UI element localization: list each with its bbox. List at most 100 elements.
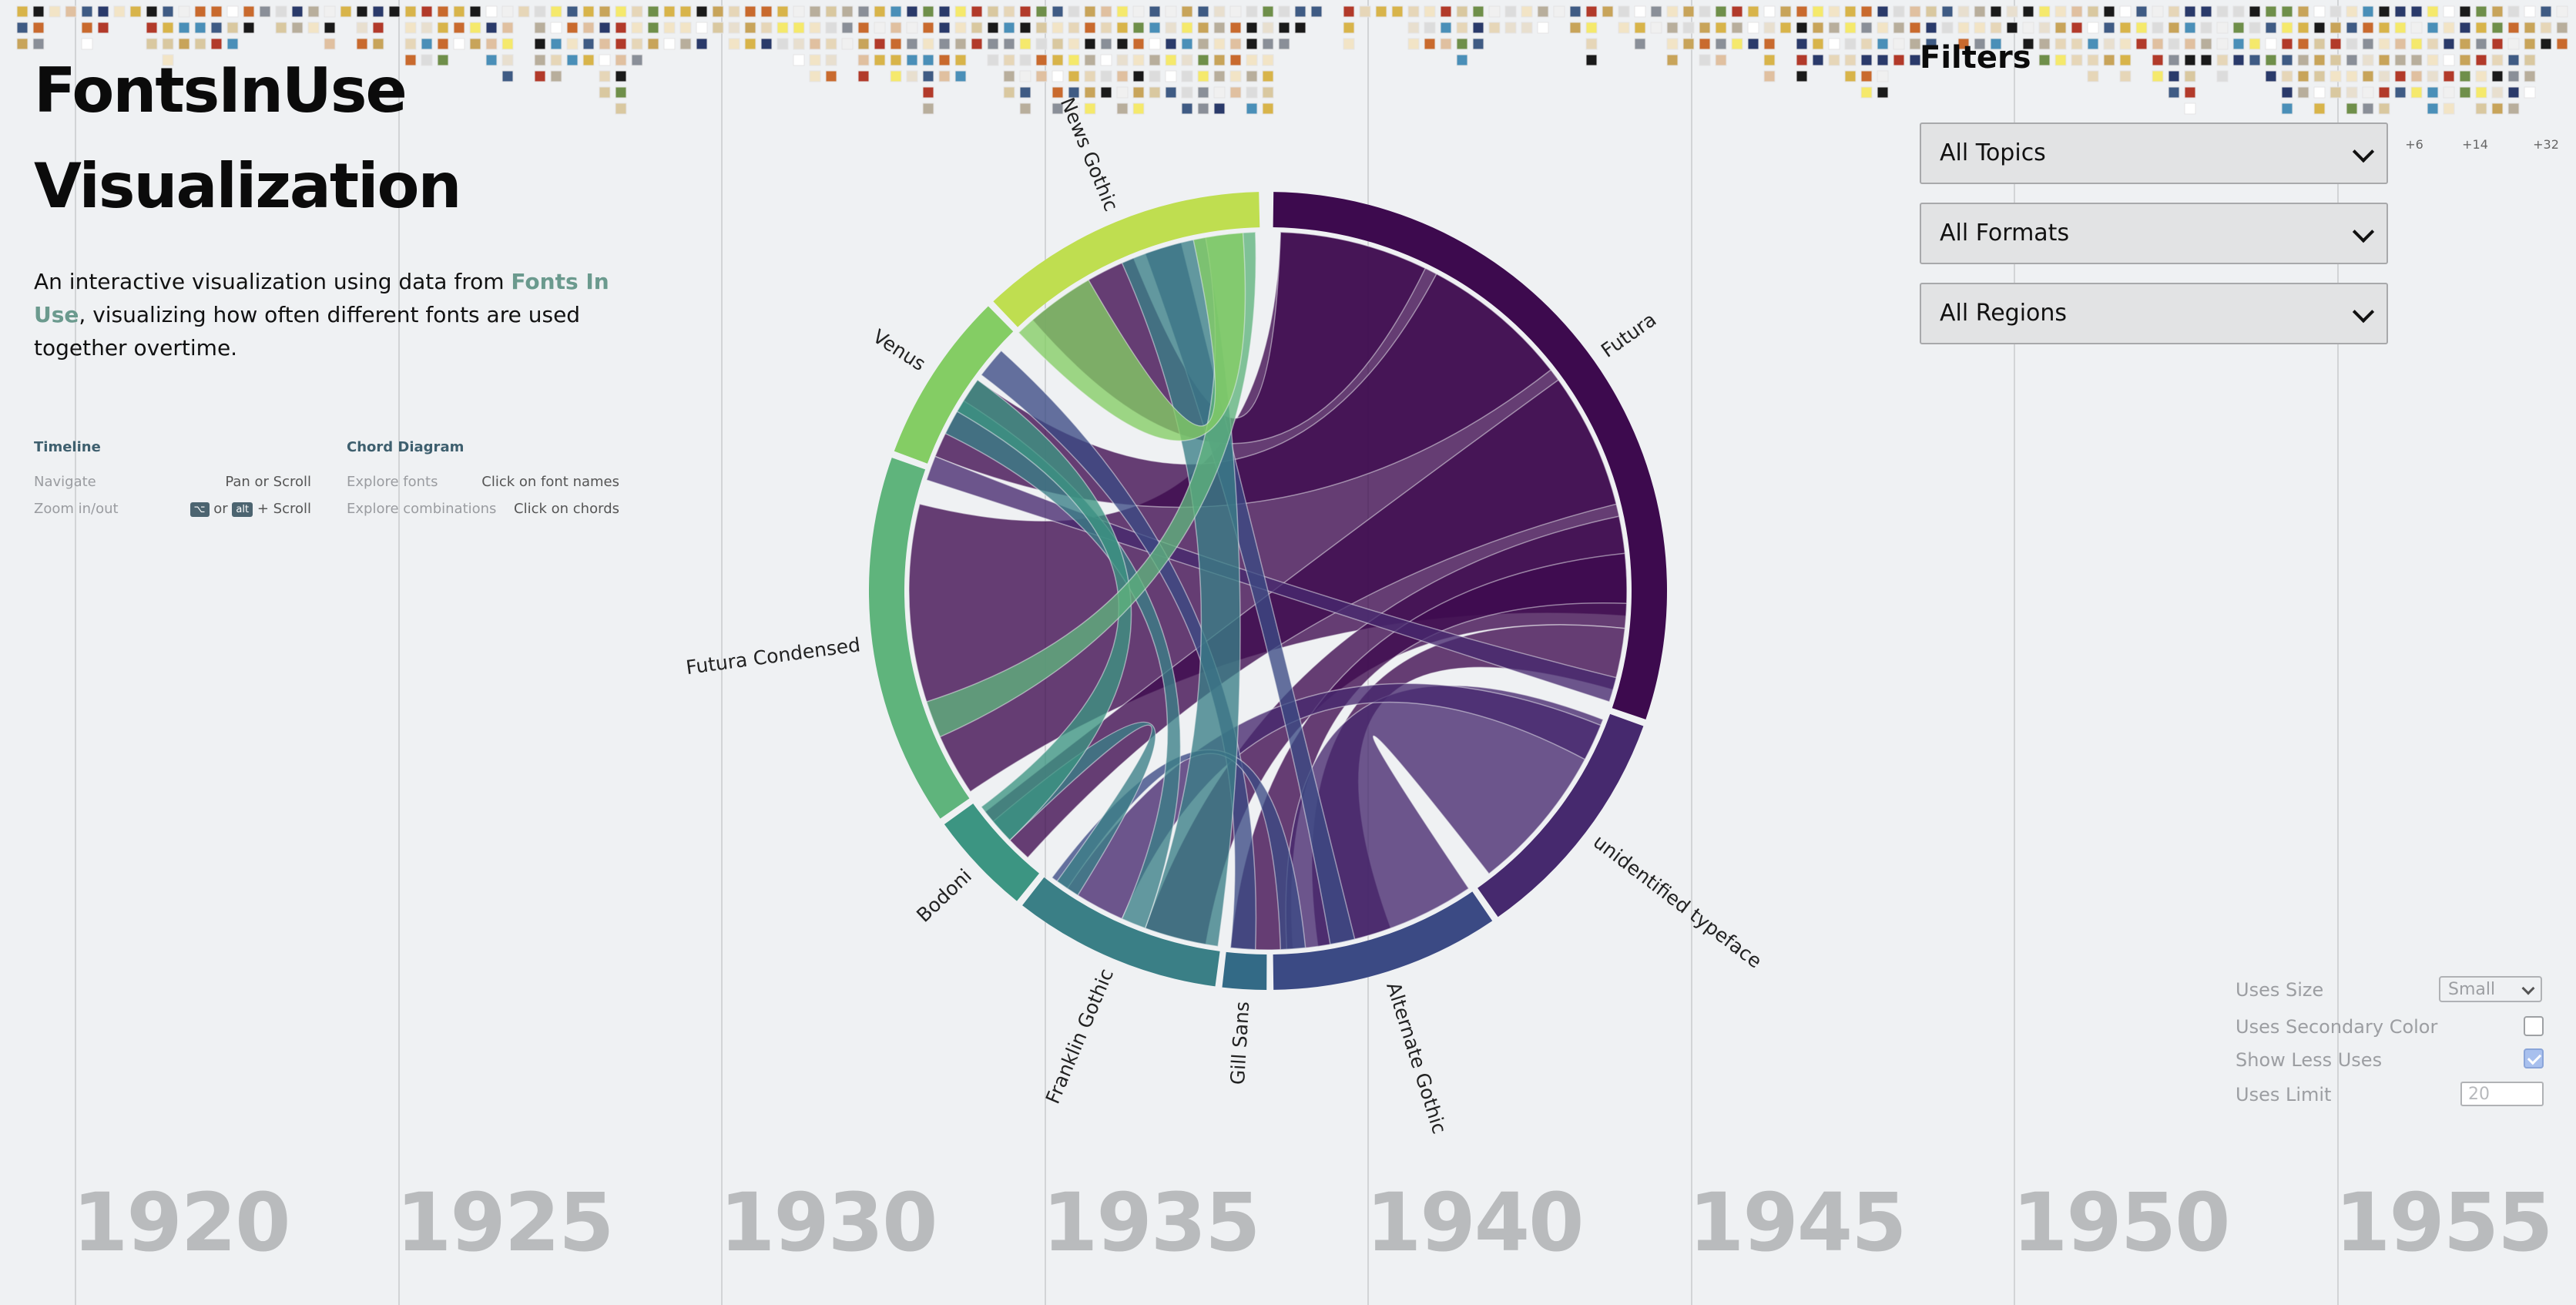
usage-swatch[interactable] xyxy=(1084,70,1096,82)
usage-swatch[interactable] xyxy=(1860,86,1873,99)
usage-swatch[interactable] xyxy=(1715,54,1727,66)
usage-swatch[interactable] xyxy=(1828,22,1840,34)
usage-swatch[interactable] xyxy=(954,38,967,50)
usage-swatch[interactable] xyxy=(1990,5,2002,18)
usage-swatch[interactable] xyxy=(1068,5,1080,18)
usage-swatch[interactable] xyxy=(1731,5,1743,18)
usage-swatch[interactable] xyxy=(679,22,692,34)
usage-swatch[interactable] xyxy=(1068,70,1080,82)
usage-swatch[interactable] xyxy=(1116,54,1129,66)
usage-swatch[interactable] xyxy=(2459,86,2471,99)
usage-swatch[interactable] xyxy=(1844,5,1857,18)
usage-swatch[interactable] xyxy=(1440,38,1452,50)
usage-swatch[interactable] xyxy=(2507,22,2520,34)
usage-swatch[interactable] xyxy=(194,38,206,50)
usage-swatch[interactable] xyxy=(16,5,29,18)
usage-swatch[interactable] xyxy=(631,54,643,66)
usage-swatch[interactable] xyxy=(2362,86,2374,99)
usage-swatch[interactable] xyxy=(1812,5,1824,18)
usage-swatch[interactable] xyxy=(1569,5,1581,18)
usage-swatch[interactable] xyxy=(1375,5,1387,18)
usage-swatch[interactable] xyxy=(663,38,676,50)
usage-swatch[interactable] xyxy=(1909,22,1921,34)
usage-swatch[interactable] xyxy=(1699,38,1711,50)
usage-swatch[interactable] xyxy=(1003,54,1015,66)
usage-swatch[interactable] xyxy=(2184,38,2196,50)
usage-swatch[interactable] xyxy=(1456,22,1468,34)
usage-swatch[interactable] xyxy=(1925,22,1937,34)
usage-swatch[interactable] xyxy=(1246,86,1258,99)
usage-swatch[interactable] xyxy=(2313,38,2326,50)
usage-swatch[interactable] xyxy=(1666,22,1679,34)
usage-swatch[interactable] xyxy=(2216,38,2229,50)
usage-swatch[interactable] xyxy=(1019,5,1031,18)
usage-swatch[interactable] xyxy=(2362,38,2374,50)
usage-swatch[interactable] xyxy=(1488,22,1501,34)
usage-swatch[interactable] xyxy=(1618,22,1630,34)
chord[interactable] xyxy=(956,379,1132,841)
usage-swatch[interactable] xyxy=(2022,38,2034,50)
usage-swatch[interactable] xyxy=(1262,70,1274,82)
usage-swatch[interactable] xyxy=(1068,86,1080,99)
usage-swatch[interactable] xyxy=(1763,54,1776,66)
usage-swatch[interactable] xyxy=(631,5,643,18)
usage-swatch[interactable] xyxy=(857,5,870,18)
usage-swatch[interactable] xyxy=(1699,5,1711,18)
usage-swatch[interactable] xyxy=(2249,5,2261,18)
usage-swatch[interactable] xyxy=(16,22,29,34)
usage-swatch[interactable] xyxy=(857,54,870,66)
usage-swatch[interactable] xyxy=(647,38,659,50)
font-arc-futura[interactable] xyxy=(1273,192,1668,720)
usage-swatch[interactable] xyxy=(1763,38,1776,50)
usage-swatch[interactable] xyxy=(2038,38,2051,50)
usage-swatch[interactable] xyxy=(1149,86,1161,99)
usage-swatch[interactable] xyxy=(2507,102,2520,115)
usage-swatch[interactable] xyxy=(696,22,708,34)
usage-swatch[interactable] xyxy=(2168,38,2180,50)
usage-swatch[interactable] xyxy=(1796,22,1808,34)
usage-swatch[interactable] xyxy=(2475,70,2487,82)
usage-swatch[interactable] xyxy=(1213,54,1226,66)
usage-swatch[interactable] xyxy=(2281,102,2293,115)
usage-swatch[interactable] xyxy=(437,38,449,50)
usage-swatch[interactable] xyxy=(2152,38,2164,50)
usage-swatch[interactable] xyxy=(388,5,401,18)
usage-swatch[interactable] xyxy=(2556,38,2568,50)
usage-swatch[interactable] xyxy=(2103,38,2115,50)
usage-swatch[interactable] xyxy=(906,38,918,50)
usage-swatches[interactable] xyxy=(16,5,2568,115)
usage-swatch[interactable] xyxy=(1877,22,1889,34)
usage-swatch[interactable] xyxy=(2071,5,2083,18)
usage-swatch[interactable] xyxy=(874,5,886,18)
usage-swatch[interactable] xyxy=(1877,38,1889,50)
usage-swatch[interactable] xyxy=(938,5,951,18)
usage-swatch[interactable] xyxy=(615,22,627,34)
usage-swatch[interactable] xyxy=(534,38,546,50)
usage-swatch[interactable] xyxy=(437,5,449,18)
usage-swatch[interactable] xyxy=(2427,54,2439,66)
chord[interactable] xyxy=(984,379,1618,859)
usage-swatch[interactable] xyxy=(1068,54,1080,66)
usage-swatch[interactable] xyxy=(1294,5,1306,18)
usage-swatch[interactable] xyxy=(1860,5,1873,18)
usage-swatch[interactable] xyxy=(2281,5,2293,18)
usage-swatch[interactable] xyxy=(1634,22,1646,34)
usage-swatch[interactable] xyxy=(2378,5,2390,18)
usage-swatch[interactable] xyxy=(2200,5,2212,18)
usage-swatch[interactable] xyxy=(2119,38,2132,50)
more-uses-count[interactable]: +6 xyxy=(2405,137,2423,152)
usage-swatch[interactable] xyxy=(1019,70,1031,82)
usage-swatch[interactable] xyxy=(1763,70,1776,82)
usage-swatch[interactable] xyxy=(2281,54,2293,66)
usage-swatch[interactable] xyxy=(1521,5,1533,18)
usage-swatch[interactable] xyxy=(890,54,902,66)
uses-size-select[interactable]: Small xyxy=(2439,976,2542,1002)
usage-swatch[interactable] xyxy=(2103,22,2115,34)
usage-swatch[interactable] xyxy=(954,5,967,18)
usage-swatch[interactable] xyxy=(1407,22,1420,34)
regions-select[interactable]: All Regions xyxy=(1920,283,2388,344)
usage-swatch[interactable] xyxy=(1213,22,1226,34)
usage-swatch[interactable] xyxy=(1666,54,1679,66)
usage-swatch[interactable] xyxy=(340,5,352,18)
